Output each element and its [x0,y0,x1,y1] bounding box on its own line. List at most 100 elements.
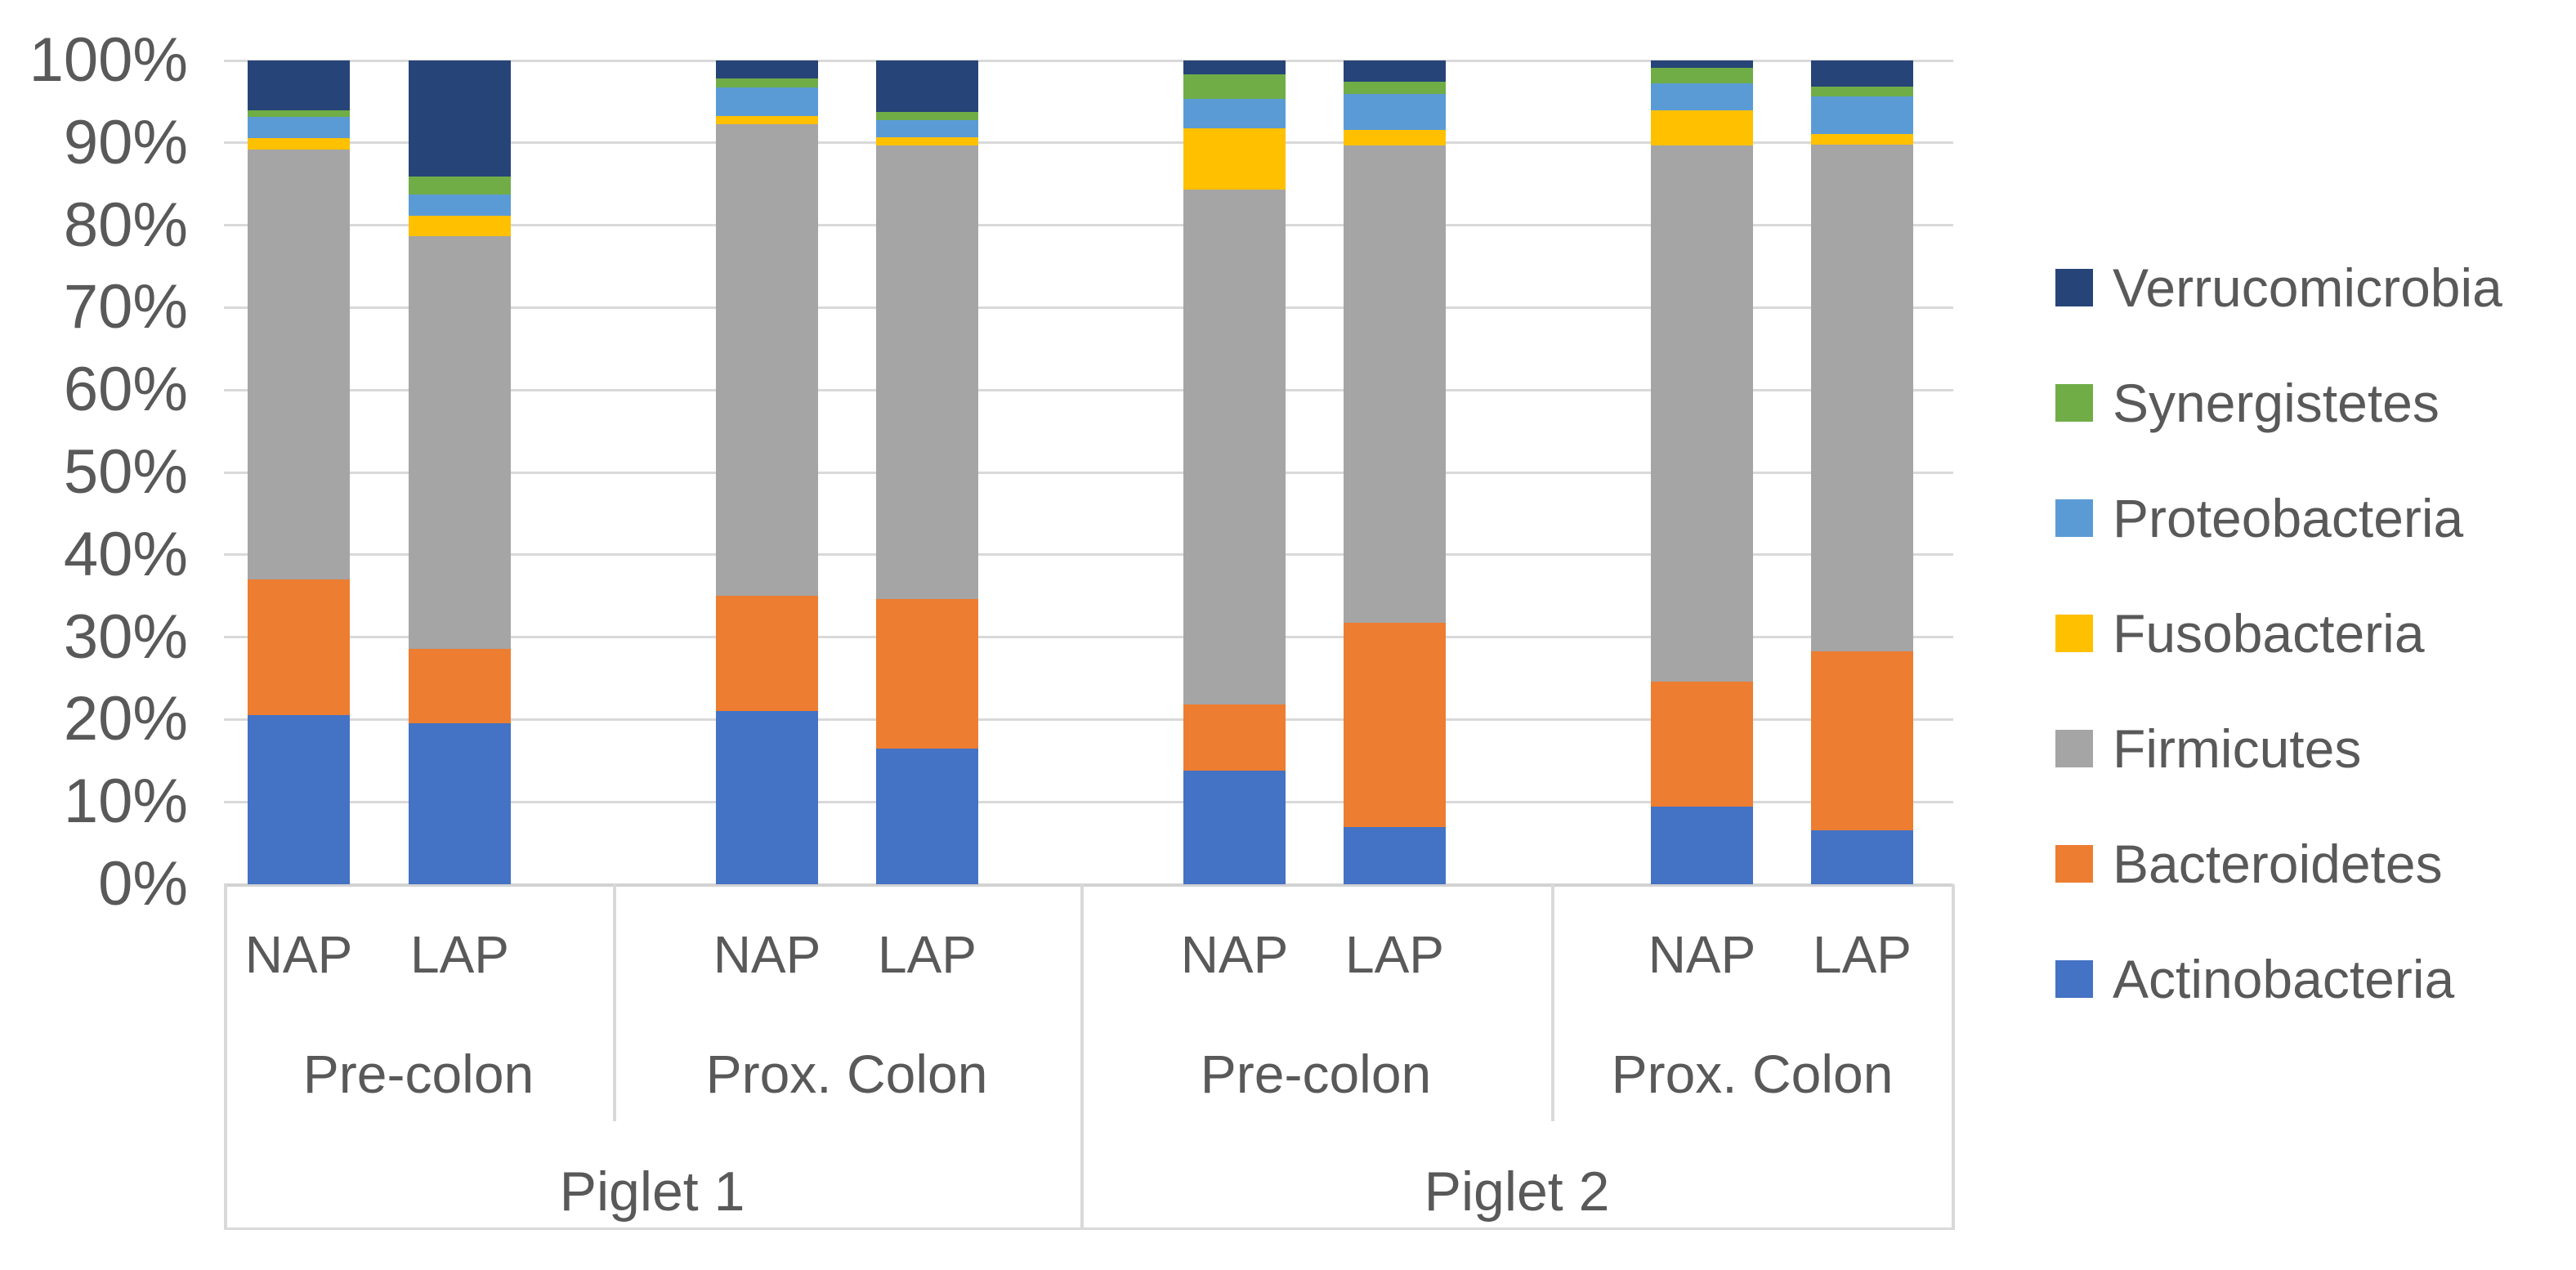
bar-segment-actinobacteria [248,715,350,884]
gridline [224,472,1953,474]
legend-label: Bacteroidetes [2113,834,2443,894]
bar-segment-firmicutes [716,123,818,597]
bar-piglet1-precolon-nap [248,60,350,884]
bar-segment-firmicutes [409,235,511,649]
bar-segment-proteobacteria [1344,94,1446,130]
bar-piglet1-precolon-lap [409,60,511,884]
y-axis-tick-label: 70% [63,272,188,342]
y-axis-tick-label: 40% [63,520,188,589]
legend-item-firmicutes: Firmicutes [2055,716,2361,781]
legend-swatch-firmicutes [2055,730,2093,767]
bar-segment-proteobacteria [409,195,511,216]
bar-segment-fusobacteria [876,136,978,145]
bar-segment-synergistetes [1811,87,1913,97]
category-label-ap: LAP [410,925,509,984]
x-axis-line [224,883,1953,887]
bar-segment-actinobacteria [1344,827,1446,884]
bar-segment-bacteroidetes [1811,651,1913,831]
legend-swatch-actinobacteria [2055,960,2093,998]
legend-item-proteobacteria: Proteobacteria [2055,485,2463,551]
bar-segment-actinobacteria [876,748,978,884]
bar-segment-synergistetes [1183,74,1286,100]
category-label-piglet: Piglet 1 [559,1160,745,1223]
category-label-ap: LAP [1813,925,1912,984]
category-label-tissue: Prox. Colon [705,1044,988,1104]
legend-label: Actinobacteria [2113,949,2455,1009]
bar-segment-synergistetes [248,110,350,117]
bar-segment-verrucomicrobia [409,60,511,177]
legend-swatch-synergistetes [2055,384,2093,422]
bar-segment-synergistetes [716,78,818,88]
bar-segment-verrucomicrobia [716,60,818,79]
bar-piglet1-proxcolon-nap [716,60,818,884]
bar-segment-synergistetes [876,111,978,120]
legend-label: Fusobacteria [2113,603,2425,664]
bar-segment-verrucomicrobia [248,60,350,110]
bar-segment-verrucomicrobia [1183,60,1286,75]
bar-segment-synergistetes [1651,68,1753,84]
bar-piglet2-precolon-nap [1183,60,1286,884]
category-label-tissue: Pre-colon [302,1044,534,1104]
gridline [224,306,1953,309]
category-table-bottom-border [224,1228,1953,1230]
bar-segment-actinobacteria [716,711,818,884]
y-axis-tick-label: 100% [29,25,188,95]
bar-segment-proteobacteria [716,87,818,116]
bar-segment-actinobacteria [1183,770,1286,884]
bar-segment-firmicutes [248,149,350,580]
y-axis-tick-label: 80% [63,190,188,260]
legend-label: Firmicutes [2113,718,2362,779]
gridline [224,636,1953,638]
bar-piglet2-proxcolon-lap [1811,60,1913,884]
y-axis-tick-label: 30% [63,602,188,672]
bar-segment-bacteroidetes [248,579,350,716]
bar-piglet1-proxcolon-lap [876,60,978,884]
bar-segment-proteobacteria [1651,83,1753,110]
category-label-ap: NAP [713,925,821,984]
gridline [224,718,1953,721]
y-axis-tick-label: 20% [63,684,188,754]
bar-segment-fusobacteria [1344,129,1446,145]
legend-item-actinobacteria: Actinobacteria [2055,946,2454,1012]
category-divider [224,884,227,1230]
y-axis-tick-label: 60% [63,355,188,424]
bar-piglet2-proxcolon-nap [1651,60,1753,884]
bar-segment-proteobacteria [248,116,350,138]
bar-segment-bacteroidetes [876,599,978,749]
bar-segment-fusobacteria [716,115,818,124]
legend-swatch-bacteroidetes [2055,845,2093,883]
bar-segment-bacteroidetes [409,648,511,724]
bar-segment-fusobacteria [1651,110,1753,145]
legend-swatch-proteobacteria [2055,499,2093,537]
gridline [224,801,1953,803]
bar-segment-synergistetes [409,177,511,195]
bar-segment-bacteroidetes [1183,704,1286,771]
legend-label: Synergistetes [2113,373,2440,433]
category-divider [1080,884,1084,1230]
legend-label: Proteobacteria [2113,488,2464,548]
bar-segment-verrucomicrobia [1811,60,1913,87]
y-axis-tick-label: 0% [98,849,188,919]
gridline [224,60,1953,62]
legend-swatch-verrucomicrobia [2055,269,2093,306]
gridline [224,224,1953,226]
bar-segment-verrucomicrobia [1344,60,1446,83]
bar-segment-proteobacteria [1183,99,1286,128]
bar-piglet2-precolon-lap [1344,60,1446,884]
legend-item-bacteroidetes: Bacteroidetes [2055,831,2443,897]
category-label-piglet: Piglet 2 [1424,1160,1610,1223]
bar-segment-bacteroidetes [1651,682,1753,807]
bar-segment-firmicutes [1651,145,1753,682]
bar-segment-actinobacteria [1651,807,1753,884]
legend-item-verrucomicrobia: Verrucomicrobia [2055,255,2502,320]
bar-segment-actinobacteria [1811,830,1913,884]
bar-segment-proteobacteria [876,119,978,137]
legend-item-synergistetes: Synergistetes [2055,370,2440,436]
bar-segment-verrucomicrobia [876,60,978,112]
bar-segment-firmicutes [1811,144,1913,651]
bar-segment-firmicutes [1344,145,1446,624]
bar-segment-fusobacteria [1811,133,1913,145]
y-axis-tick-label: 10% [63,767,188,836]
category-divider [1952,884,1955,1230]
